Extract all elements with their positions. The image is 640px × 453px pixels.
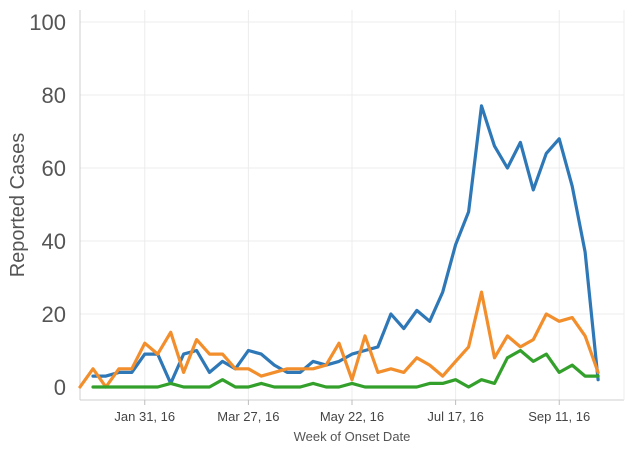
axis-layer: 0 20 40 60 80 100 Jan 31, 16 Mar 27, 16 May 22, … — [29, 10, 625, 424]
series-line-1 — [91, 104, 600, 385]
x-tick-label: May 22, 16 — [320, 409, 384, 424]
series-line-3 — [91, 348, 600, 389]
x-tick-label: Mar 27, 16 — [217, 409, 279, 424]
y-tick-label: 0 — [54, 375, 66, 400]
x-tick-label: Sep 11, 16 — [528, 409, 590, 424]
y-axis-title: Reported Cases — [7, 133, 29, 278]
grid-layer — [80, 10, 624, 400]
x-tick-label: Jan 31, 16 — [114, 409, 175, 424]
series-layer — [78, 104, 600, 389]
y-tick-label: 80 — [42, 83, 66, 108]
x-tick-label: Jul 17, 16 — [427, 409, 483, 424]
x-axis-title: Week of Onset Date — [294, 429, 411, 444]
y-tick-label: 60 — [42, 156, 66, 181]
y-tick-label: 100 — [29, 10, 66, 35]
series-line-2 — [78, 290, 600, 389]
y-tick-label: 20 — [42, 302, 66, 327]
label-layer: Reported Cases Week of Onset Date — [7, 133, 410, 444]
y-tick-label: 40 — [42, 229, 66, 254]
